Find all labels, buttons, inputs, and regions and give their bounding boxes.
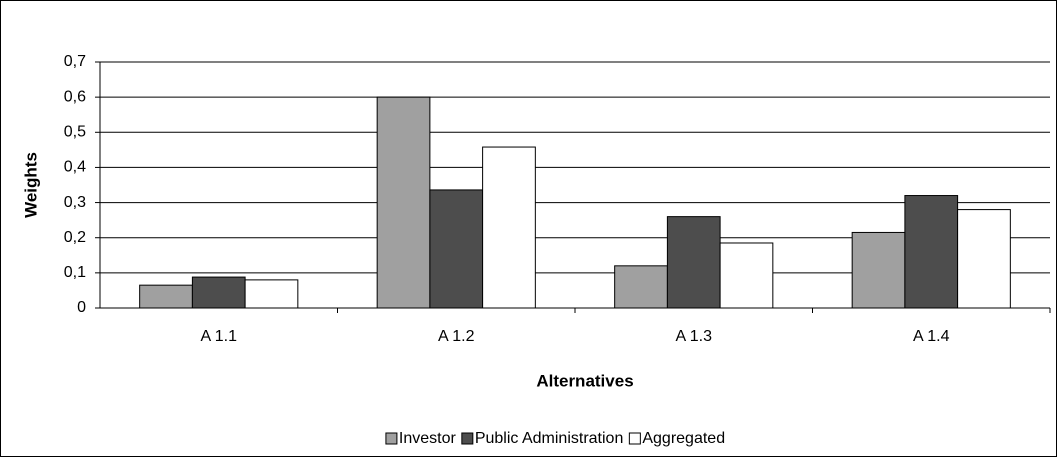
bar	[614, 265, 668, 309]
legend-label: Aggregated	[642, 430, 725, 447]
legend: Investor Public Administration Aggregated	[385, 430, 725, 447]
bar	[957, 209, 1011, 309]
bar	[244, 279, 299, 309]
y-tick-label: 0,5	[64, 124, 86, 141]
bar	[904, 195, 959, 309]
x-tick-label: A 1.2	[438, 328, 475, 345]
legend-swatch	[628, 432, 641, 445]
y-tick-label: 0,2	[64, 229, 86, 246]
bar	[719, 242, 774, 309]
bar	[851, 231, 906, 309]
bar	[139, 284, 193, 309]
x-tick-label: A 1.1	[201, 328, 238, 345]
y-tick-label: 0,6	[64, 88, 86, 105]
x-tick-label: A 1.4	[913, 328, 950, 345]
legend-swatch	[461, 432, 474, 445]
y-tick-label: 0,3	[64, 194, 86, 211]
y-tick-label: 0,4	[64, 159, 86, 176]
legend-swatch	[385, 432, 398, 445]
y-tick-label: 0,1	[64, 264, 86, 281]
bar	[376, 96, 431, 309]
y-tick-label: 0,7	[64, 53, 86, 70]
bar	[429, 189, 484, 309]
y-tick-label: 0	[77, 299, 86, 316]
x-tick-label: A 1.3	[676, 328, 713, 345]
bar	[666, 216, 721, 309]
x-axis-title: Alternatives	[536, 371, 633, 390]
bar	[191, 276, 246, 309]
bar	[482, 146, 536, 309]
y-axis-title: Weights	[21, 152, 40, 218]
legend-label: Investor	[399, 430, 457, 447]
legend-label: Public Administration	[475, 430, 624, 447]
